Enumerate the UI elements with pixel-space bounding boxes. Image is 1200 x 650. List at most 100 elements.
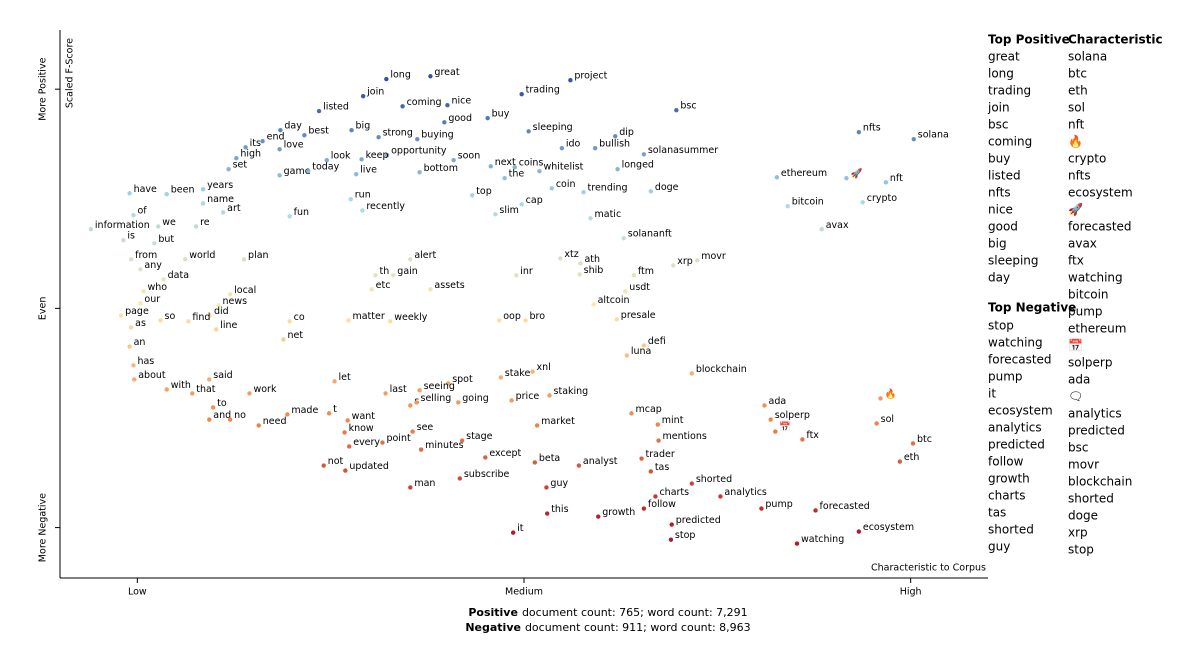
term-point: [360, 208, 365, 213]
term-label: who: [148, 282, 168, 293]
term-point: [762, 403, 767, 408]
term-label: the: [509, 169, 525, 180]
list-term: solana: [1068, 50, 1107, 64]
term-label: know: [349, 423, 374, 434]
term-label: alert: [414, 250, 436, 261]
list-term: sleeping: [988, 254, 1039, 268]
term-label: page: [125, 306, 149, 317]
list-term: guy: [988, 540, 1010, 554]
term-label: inr: [520, 266, 533, 277]
term-label: trending: [588, 183, 628, 194]
term-point: [655, 422, 660, 427]
term-point: [131, 363, 136, 368]
term-point: [669, 522, 674, 527]
term-point: [141, 289, 146, 294]
term-point: [384, 76, 389, 82]
term-point: [186, 319, 191, 324]
list-term: buy: [988, 152, 1010, 166]
term-point: [190, 391, 195, 396]
term-point: [161, 277, 166, 282]
term-label: recently: [366, 201, 405, 212]
term-point: [200, 201, 206, 206]
term-point: [588, 216, 593, 221]
term-point: [456, 400, 461, 405]
term-point: [576, 463, 582, 468]
list-term: it: [988, 387, 996, 401]
term-label: sol: [881, 414, 894, 425]
term-point: [400, 104, 405, 109]
list-term: big: [988, 237, 1007, 251]
term-point: [785, 204, 790, 209]
term-label: news: [223, 296, 248, 307]
term-point: [326, 411, 332, 416]
term-label: join: [366, 87, 384, 98]
term-point: [210, 405, 216, 410]
list-term: ftx: [1068, 254, 1084, 268]
list-term: stop: [1068, 543, 1094, 557]
term-point: [138, 267, 143, 272]
term-label: line: [220, 320, 237, 331]
term-point: [641, 152, 647, 157]
term-point: [306, 168, 311, 174]
term-point: [214, 327, 219, 332]
term-label: updated: [349, 461, 389, 472]
term-point: [383, 391, 388, 396]
term-label: see: [417, 422, 434, 433]
term-label: want: [352, 411, 376, 422]
term-point: [514, 273, 519, 278]
term-label: love: [284, 140, 304, 151]
term-point: [549, 186, 555, 191]
term-label: shorted: [696, 474, 732, 485]
term-label: about: [138, 370, 166, 381]
term-point: [813, 508, 818, 513]
term-point: [530, 369, 535, 374]
term-label: has: [137, 356, 154, 367]
term-point: [631, 273, 637, 278]
list-term: watching: [1068, 271, 1123, 285]
term-point: [591, 302, 596, 307]
term-label: etc: [376, 280, 391, 291]
term-point: [207, 313, 213, 318]
term-point: [343, 468, 348, 473]
term-point: [321, 463, 326, 468]
term-label: analyst: [583, 456, 618, 467]
term-label: buy: [492, 109, 510, 120]
term-label: market: [541, 416, 575, 427]
term-point: [127, 191, 132, 196]
term-point: [241, 257, 247, 262]
term-point: [164, 387, 169, 392]
list-term: growth: [988, 472, 1030, 486]
term-point: [302, 133, 307, 138]
term-point: [544, 485, 549, 490]
term-label: did: [214, 306, 229, 317]
term-label: defi: [648, 336, 666, 347]
list-term: bitcoin: [1068, 288, 1109, 302]
list-term: ethereum: [1068, 322, 1126, 336]
term-point: [247, 391, 252, 396]
term-label: 🚀: [850, 168, 862, 180]
term-point: [127, 344, 132, 349]
term-label: solananft: [628, 229, 672, 240]
term-point: [384, 152, 390, 158]
term-label: solanasummer: [648, 145, 718, 156]
term-label: coin: [556, 179, 576, 190]
term-point: [277, 173, 282, 178]
term-label: opportunity: [391, 146, 447, 157]
term-label: predicted: [676, 515, 721, 526]
list-term: pump: [1068, 305, 1103, 319]
footer-text: document count: 765; word count: 7,291: [522, 606, 748, 619]
list-term: follow: [988, 455, 1024, 469]
term-label: xtz: [564, 249, 578, 260]
term-label: nfts: [863, 123, 881, 134]
term-point: [512, 165, 517, 170]
term-label: blockchain: [696, 364, 747, 375]
term-point: [621, 236, 626, 241]
term-label: spot: [452, 374, 473, 385]
term-label: good: [448, 113, 472, 124]
term-label: pump: [765, 499, 792, 510]
list-title: Top Negative: [988, 301, 1076, 315]
term-label: been: [171, 185, 195, 196]
term-label: any: [144, 260, 162, 271]
term-label: luna: [631, 346, 652, 357]
term-label: ecosystem: [863, 522, 914, 533]
